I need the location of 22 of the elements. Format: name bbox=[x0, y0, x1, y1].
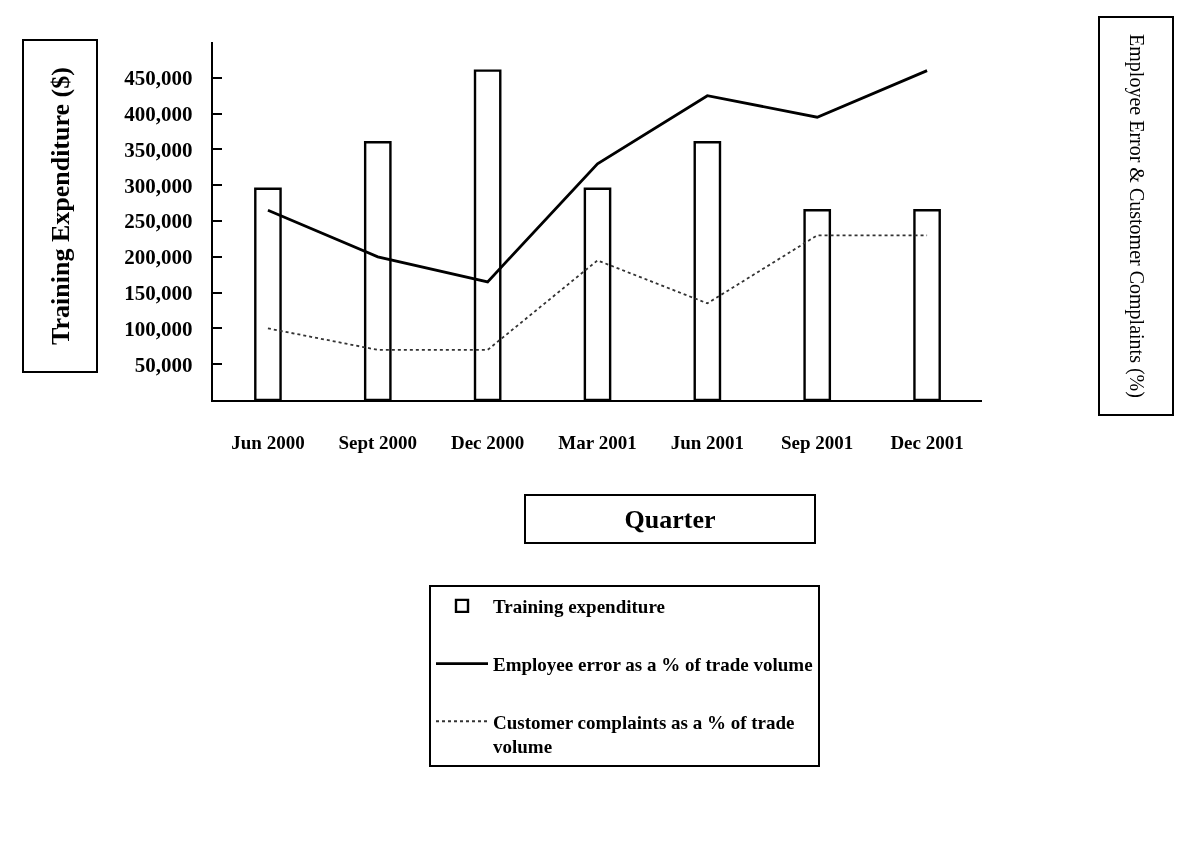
y-tick-label: 450,000 bbox=[124, 66, 193, 91]
x-tick-label: Mar 2001 bbox=[558, 432, 637, 453]
y-tick-label: 400,000 bbox=[124, 101, 193, 126]
text: Employee Error & Customer Complaints (%) bbox=[1124, 34, 1148, 398]
y-tick-label: 200,000 bbox=[124, 245, 193, 270]
legend-label: Training expenditure bbox=[493, 596, 665, 618]
legend-label: Customer complaints as a % of trade volume bbox=[493, 711, 795, 758]
x-tick-label: Jun 2001 bbox=[670, 432, 745, 453]
y-tick-label: 150,000 bbox=[124, 280, 193, 305]
y-tick-label: 250,000 bbox=[124, 209, 193, 234]
y-tick-label: 300,000 bbox=[124, 173, 193, 198]
x-tick-label: Dec 2001 bbox=[890, 432, 964, 453]
x-axis-title: Quarter bbox=[624, 504, 716, 534]
x-tick-label: Jun 2000 bbox=[231, 432, 305, 453]
x-tick-label: Sep 2001 bbox=[781, 432, 854, 453]
legend-label: Employee error as a % of trade volume bbox=[493, 653, 813, 675]
y-axis-title: Training Expenditure ($) bbox=[45, 67, 75, 345]
x-tick-label: Dec 2000 bbox=[450, 432, 525, 453]
y-tick-label: 350,000 bbox=[124, 137, 193, 162]
y-tick-label: 50,000 bbox=[134, 352, 193, 377]
x-tick-label: Sept 2000 bbox=[338, 432, 418, 453]
y-tick-label: 100,000 bbox=[124, 316, 193, 341]
